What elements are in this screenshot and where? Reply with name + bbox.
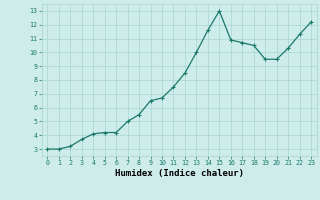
X-axis label: Humidex (Indice chaleur): Humidex (Indice chaleur)	[115, 169, 244, 178]
